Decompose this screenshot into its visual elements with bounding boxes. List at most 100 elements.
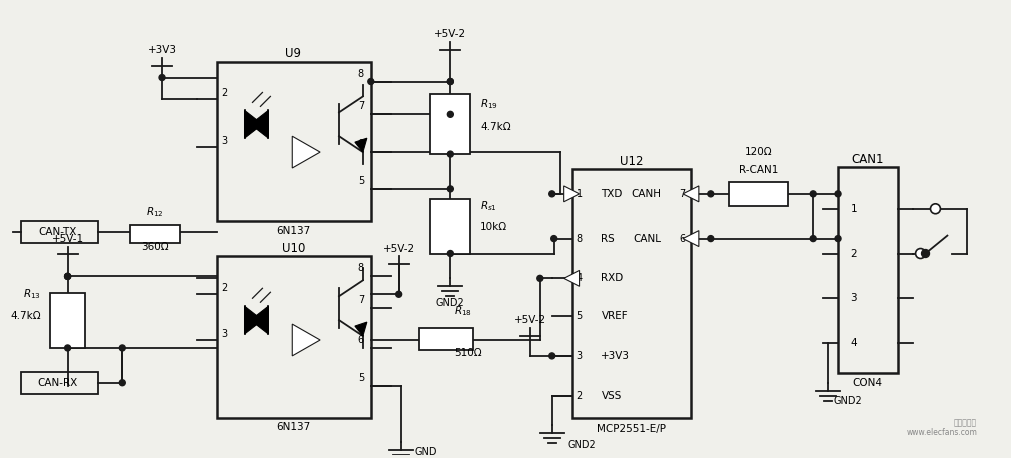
Circle shape	[65, 273, 71, 279]
Polygon shape	[355, 138, 366, 152]
Text: CAN-RX: CAN-RX	[37, 378, 78, 388]
Text: 3: 3	[576, 351, 582, 361]
Bar	[571, 169, 691, 418]
Polygon shape	[251, 306, 268, 334]
Text: 510Ω: 510Ω	[454, 348, 481, 358]
Text: VREF: VREF	[601, 311, 628, 321]
Bar	[216, 256, 370, 418]
Text: 6: 6	[358, 335, 364, 345]
Circle shape	[929, 204, 939, 214]
Text: RXD: RXD	[601, 273, 623, 284]
Circle shape	[447, 78, 453, 84]
Circle shape	[65, 273, 71, 279]
Circle shape	[536, 275, 542, 281]
Text: 5: 5	[357, 373, 364, 383]
Text: 8: 8	[576, 234, 582, 244]
Circle shape	[834, 191, 840, 197]
Text: CAN-TX: CAN-TX	[38, 227, 77, 237]
Text: 6N137: 6N137	[276, 422, 310, 432]
Bar	[216, 62, 370, 221]
Text: 4.7kΩ: 4.7kΩ	[479, 122, 511, 132]
Text: 3: 3	[850, 293, 856, 303]
Text: +3V3: +3V3	[601, 351, 630, 361]
Text: GND2: GND2	[833, 396, 861, 406]
Bar	[430, 199, 470, 253]
Bar	[728, 182, 788, 206]
Bar	[21, 372, 98, 394]
Text: 360Ω: 360Ω	[142, 241, 169, 251]
Text: $R_{18}$: $R_{18}$	[454, 304, 472, 318]
Text: 2: 2	[221, 284, 227, 293]
Text: 120Ω: 120Ω	[744, 147, 771, 157]
Polygon shape	[292, 324, 319, 356]
Circle shape	[548, 191, 554, 197]
Text: 2: 2	[850, 249, 856, 258]
Bar	[430, 94, 470, 154]
Text: 1: 1	[850, 204, 856, 214]
Text: R-CAN1: R-CAN1	[738, 165, 777, 175]
Bar	[50, 293, 85, 348]
Circle shape	[810, 191, 815, 197]
Text: 4: 4	[576, 273, 582, 284]
Text: U10: U10	[281, 242, 304, 255]
Circle shape	[447, 111, 453, 117]
Text: 10kΩ: 10kΩ	[479, 222, 507, 232]
Text: U12: U12	[619, 154, 642, 168]
Circle shape	[159, 75, 165, 81]
Text: GND: GND	[413, 447, 437, 458]
Circle shape	[367, 78, 373, 84]
Circle shape	[447, 186, 453, 192]
Text: 8: 8	[358, 69, 364, 79]
Text: 2: 2	[221, 88, 227, 98]
Polygon shape	[245, 110, 262, 138]
Text: +5V-2: +5V-2	[514, 315, 545, 325]
Text: +5V-2: +5V-2	[434, 29, 466, 39]
Text: 6: 6	[358, 139, 364, 149]
Polygon shape	[251, 110, 268, 138]
Circle shape	[119, 345, 125, 351]
Text: TXD: TXD	[601, 189, 622, 199]
Text: +5V-1: +5V-1	[52, 234, 84, 244]
Circle shape	[395, 291, 401, 297]
Text: 7: 7	[357, 101, 364, 111]
Text: 6N137: 6N137	[276, 226, 310, 235]
Text: 8: 8	[358, 263, 364, 273]
Text: 5: 5	[576, 311, 582, 321]
Circle shape	[65, 273, 71, 279]
Polygon shape	[563, 270, 579, 286]
Text: 7: 7	[357, 295, 364, 305]
Text: CANL: CANL	[633, 234, 660, 244]
Text: GND2: GND2	[566, 441, 595, 450]
Circle shape	[447, 151, 453, 157]
Bar	[837, 167, 897, 373]
Circle shape	[447, 78, 453, 84]
Bar	[419, 328, 473, 350]
Text: CAN1: CAN1	[851, 153, 884, 165]
Text: 2: 2	[576, 391, 582, 401]
Text: MCP2551-E/P: MCP2551-E/P	[596, 425, 665, 435]
Text: VSS: VSS	[601, 391, 621, 401]
Text: 电子发烧友
www.elecfans.com: 电子发烧友 www.elecfans.com	[906, 418, 977, 437]
Text: 1: 1	[576, 189, 582, 199]
Polygon shape	[292, 136, 319, 168]
Polygon shape	[682, 186, 699, 202]
Circle shape	[447, 251, 453, 256]
Circle shape	[810, 235, 815, 241]
Text: CANH: CANH	[631, 189, 660, 199]
Text: 7: 7	[679, 189, 685, 199]
Text: RS: RS	[601, 234, 615, 244]
Circle shape	[707, 235, 713, 241]
Text: 3: 3	[221, 136, 227, 146]
Circle shape	[921, 250, 928, 257]
Text: GND2: GND2	[436, 298, 464, 308]
Text: 6: 6	[679, 234, 685, 244]
Polygon shape	[245, 306, 262, 334]
Text: U9: U9	[285, 47, 301, 60]
Text: CON4: CON4	[852, 378, 882, 388]
Text: $R_{12}$: $R_{12}$	[147, 205, 164, 218]
Bar	[130, 225, 180, 243]
Circle shape	[119, 380, 125, 386]
Circle shape	[548, 353, 554, 359]
Polygon shape	[682, 231, 699, 246]
Text: $R_{13}$: $R_{13}$	[23, 287, 40, 301]
